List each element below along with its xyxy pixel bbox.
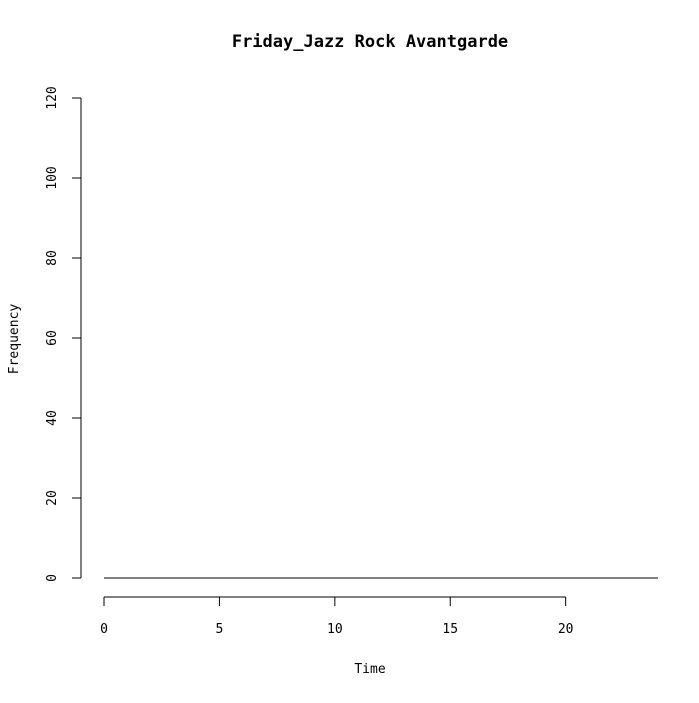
y-tick-label: 20 [45, 490, 60, 506]
y-tick-label: 0 [45, 574, 60, 582]
y-axis: 0 20 40 60 80 100 120 [45, 86, 82, 582]
x-tick-label: 0 [100, 622, 108, 637]
x-axis: 0 5 10 15 20 [100, 596, 574, 637]
x-tick-label: 10 [327, 622, 343, 637]
y-axis-label: Frequency [7, 304, 22, 375]
y-tick-label: 80 [45, 250, 60, 266]
y-tick-label: 100 [45, 166, 60, 189]
y-tick-label: 120 [45, 86, 60, 109]
x-tick-label: 5 [216, 622, 224, 637]
x-axis-label: Time [354, 662, 385, 677]
y-tick-label: 60 [45, 330, 60, 346]
x-tick-label: 15 [442, 622, 458, 637]
chart-title: Friday_Jazz Rock Avantgarde [232, 32, 508, 52]
y-tick-label: 40 [45, 410, 60, 426]
x-tick-label: 20 [558, 622, 574, 637]
